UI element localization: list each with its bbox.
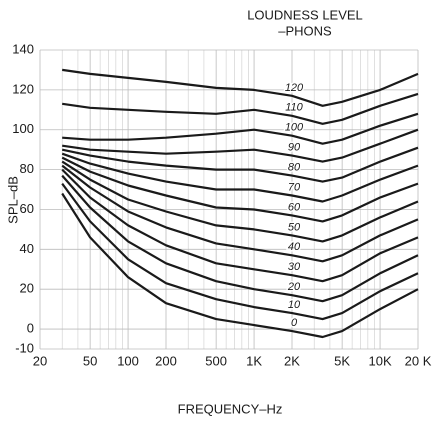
curve-label: 80 (288, 161, 301, 173)
y-tick-label: -10 (15, 340, 34, 355)
x-tick-label: 10K (368, 353, 391, 368)
curve (61, 146, 419, 183)
curve-label: 90 (288, 142, 301, 154)
y-tick-label: 20 (20, 281, 34, 296)
curve-label: 40 (288, 241, 301, 253)
curve-label: 10 (288, 299, 301, 311)
y-tick-label: 100 (12, 121, 34, 136)
curve (61, 192, 419, 339)
curve (62, 112, 419, 145)
curve (61, 160, 419, 243)
curve-label: 0 (291, 317, 298, 329)
curve (61, 156, 419, 223)
y-tick-label: 140 (12, 41, 34, 56)
y-tick-label: 0 (27, 321, 34, 336)
y-tick-label: 80 (20, 161, 34, 176)
curve (62, 68, 419, 107)
curve-label: 100 (285, 122, 304, 134)
curve (61, 174, 419, 303)
curve-label: 50 (288, 221, 301, 233)
chart-title: –PHONS (278, 23, 332, 38)
curve (62, 92, 419, 125)
x-tick-label: 20 (33, 353, 47, 368)
y-axis-label: SPL–dB (5, 176, 20, 224)
x-tick-label: 2K (284, 353, 300, 368)
x-tick-label: 50 (83, 353, 97, 368)
chart-title: LOUDNESS LEVEL (247, 7, 363, 22)
curve (61, 168, 419, 283)
y-tick-label: 60 (20, 201, 34, 216)
curve-label: 70 (288, 181, 301, 193)
y-tick-label: 120 (12, 81, 34, 96)
x-tick-label: 200 (155, 353, 177, 368)
curve (62, 128, 419, 163)
curve-label: 120 (285, 82, 304, 94)
curve (61, 182, 419, 321)
curve-label: 20 (287, 281, 301, 293)
curve-label: 60 (288, 201, 301, 213)
x-axis-label: FREQUENCY–Hz (178, 401, 283, 416)
x-tick-label: 500 (205, 353, 227, 368)
x-tick-label: 5K (334, 353, 350, 368)
curve (61, 164, 419, 263)
x-tick-label: 20 K (405, 353, 432, 368)
x-tick-label: 100 (117, 353, 139, 368)
curve-label: 110 (285, 102, 303, 114)
curve (61, 152, 419, 203)
y-tick-label: 40 (20, 241, 34, 256)
curve-label: 30 (288, 261, 301, 273)
x-tick-label: 1K (246, 353, 262, 368)
